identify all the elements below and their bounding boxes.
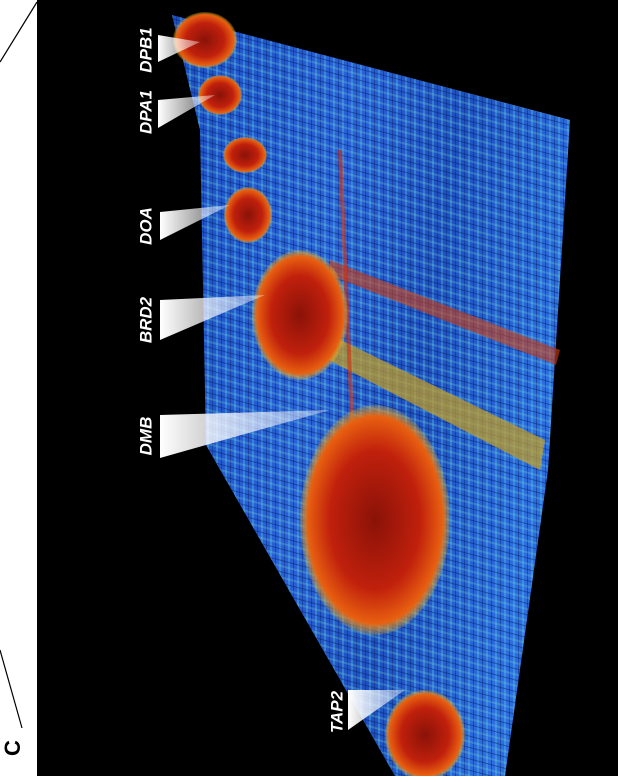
hotspot: [224, 187, 272, 243]
panel-label: C: [0, 740, 25, 756]
zoom-line: [0, 2, 37, 62]
figure: C DPB1 DPA1 DOA BRD2 DMB TAP2: [0, 0, 618, 776]
hotspot: [300, 405, 450, 635]
gene-label: DPB1: [136, 27, 155, 72]
gene-label: DPA1: [136, 90, 155, 134]
hotspot: [198, 75, 242, 115]
hotspot: [385, 690, 465, 776]
hotspot: [252, 250, 348, 380]
hotspot: [223, 137, 267, 173]
page: C DPB1 DPA1 DOA BRD2 DMB TAP2 (() => { c…: [0, 0, 618, 776]
gene-label: BRD2: [136, 296, 155, 343]
gene-label: DOA: [136, 207, 155, 245]
gene-label: DMB: [136, 417, 155, 456]
zoom-line: [0, 650, 22, 728]
gene-label: TAP2: [327, 690, 346, 733]
